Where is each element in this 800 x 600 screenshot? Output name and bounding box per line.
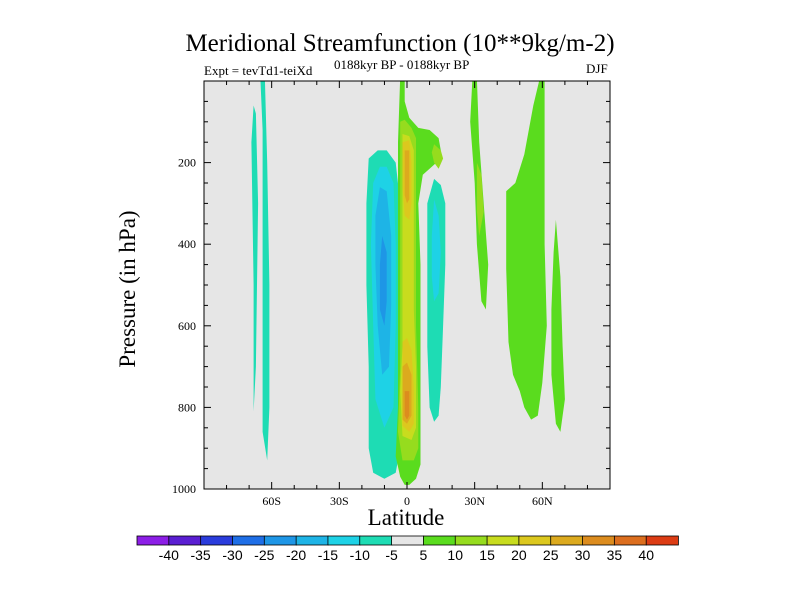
contour-sh-polar-strip-1 <box>251 105 259 412</box>
colorbar-label: -25 <box>254 547 274 563</box>
colorbar-swatch <box>168 535 202 546</box>
colorbar-swatch <box>136 535 170 546</box>
colorbar-label: 20 <box>511 547 527 563</box>
season-note: DJF <box>586 61 608 76</box>
contour-nh-right-strip <box>551 219 565 432</box>
colorbar-label: 30 <box>575 547 591 563</box>
contour-eq-upper-30 <box>404 150 410 204</box>
x-tick-label: 30N <box>464 494 485 508</box>
colorbar-swatch <box>423 535 457 546</box>
colorbar-label: 40 <box>638 547 654 563</box>
contour-ne-positive-blob <box>431 144 444 169</box>
contour-regions <box>251 81 565 485</box>
y-tick-label: 1000 <box>172 482 196 496</box>
contour-nh-midlat-cell <box>506 81 547 420</box>
chart-title: Meridional Streamfunction (10**9kg/m-2) <box>185 30 615 57</box>
contour-sh-hadley-core <box>379 236 387 326</box>
colorbar-label: -10 <box>350 547 370 563</box>
colorbar-label: -20 <box>286 547 306 563</box>
contour-nh-neg-cell-10 <box>431 199 441 302</box>
y-tick-label: 800 <box>178 400 196 414</box>
colorbar-swatch <box>645 535 679 546</box>
colorbar-label: 15 <box>479 547 495 563</box>
x-tick-label: 0 <box>404 494 410 508</box>
colorbar-label: -15 <box>318 547 338 563</box>
x-tick-label: 60N <box>532 494 553 508</box>
colorbar-swatch <box>327 535 361 546</box>
colorbar-swatch <box>295 535 329 546</box>
colorbar-label: 5 <box>420 547 428 563</box>
colorbar-swatch <box>200 535 234 546</box>
axis-ticks: 60S 30S 0 30N 60N 200 400 600 800 1000 <box>172 81 610 508</box>
colorbar-swatch <box>486 535 520 546</box>
colorbar-label: -30 <box>222 547 242 563</box>
y-tick-label: 200 <box>178 156 196 170</box>
colorbar: -40 -35 -30 -25 -20 -15 -10 -5 5 10 15 20 25 30 35 40 <box>136 535 679 563</box>
colorbar-label: 25 <box>543 547 559 563</box>
contour-nh-upper-strip-15 <box>476 162 484 236</box>
colorbar-swatch <box>613 535 647 546</box>
y-tick-label: 400 <box>178 237 196 251</box>
x-tick-label: 60S <box>262 494 281 508</box>
colorbar-label: -5 <box>385 547 398 563</box>
colorbar-swatch <box>454 535 488 546</box>
period-note: 0188kyr BP - 0188kyr BP <box>334 57 470 72</box>
contour-eq-lower-35 <box>404 391 410 420</box>
colorbar-label: -40 <box>159 547 179 563</box>
x-axis-label: Latitude <box>367 505 445 530</box>
colorbar-label: 10 <box>447 547 463 563</box>
colorbar-label: -35 <box>190 547 210 563</box>
colorbar-swatch <box>391 535 425 546</box>
colorbar-swatch <box>232 535 266 546</box>
colorbar-swatch <box>518 535 552 546</box>
colorbar-swatch <box>359 535 393 546</box>
y-tick-label: 600 <box>178 319 196 333</box>
experiment-note: Expt = tevTd1-teiXd <box>204 63 313 78</box>
contour-sh-polar-strip-2 <box>260 81 270 461</box>
colorbar-swatch <box>550 535 584 546</box>
colorbar-swatch <box>263 535 297 546</box>
colorbar-label: 35 <box>607 547 623 563</box>
colorbar-swatch <box>582 535 616 546</box>
x-tick-label: 30S <box>330 494 349 508</box>
